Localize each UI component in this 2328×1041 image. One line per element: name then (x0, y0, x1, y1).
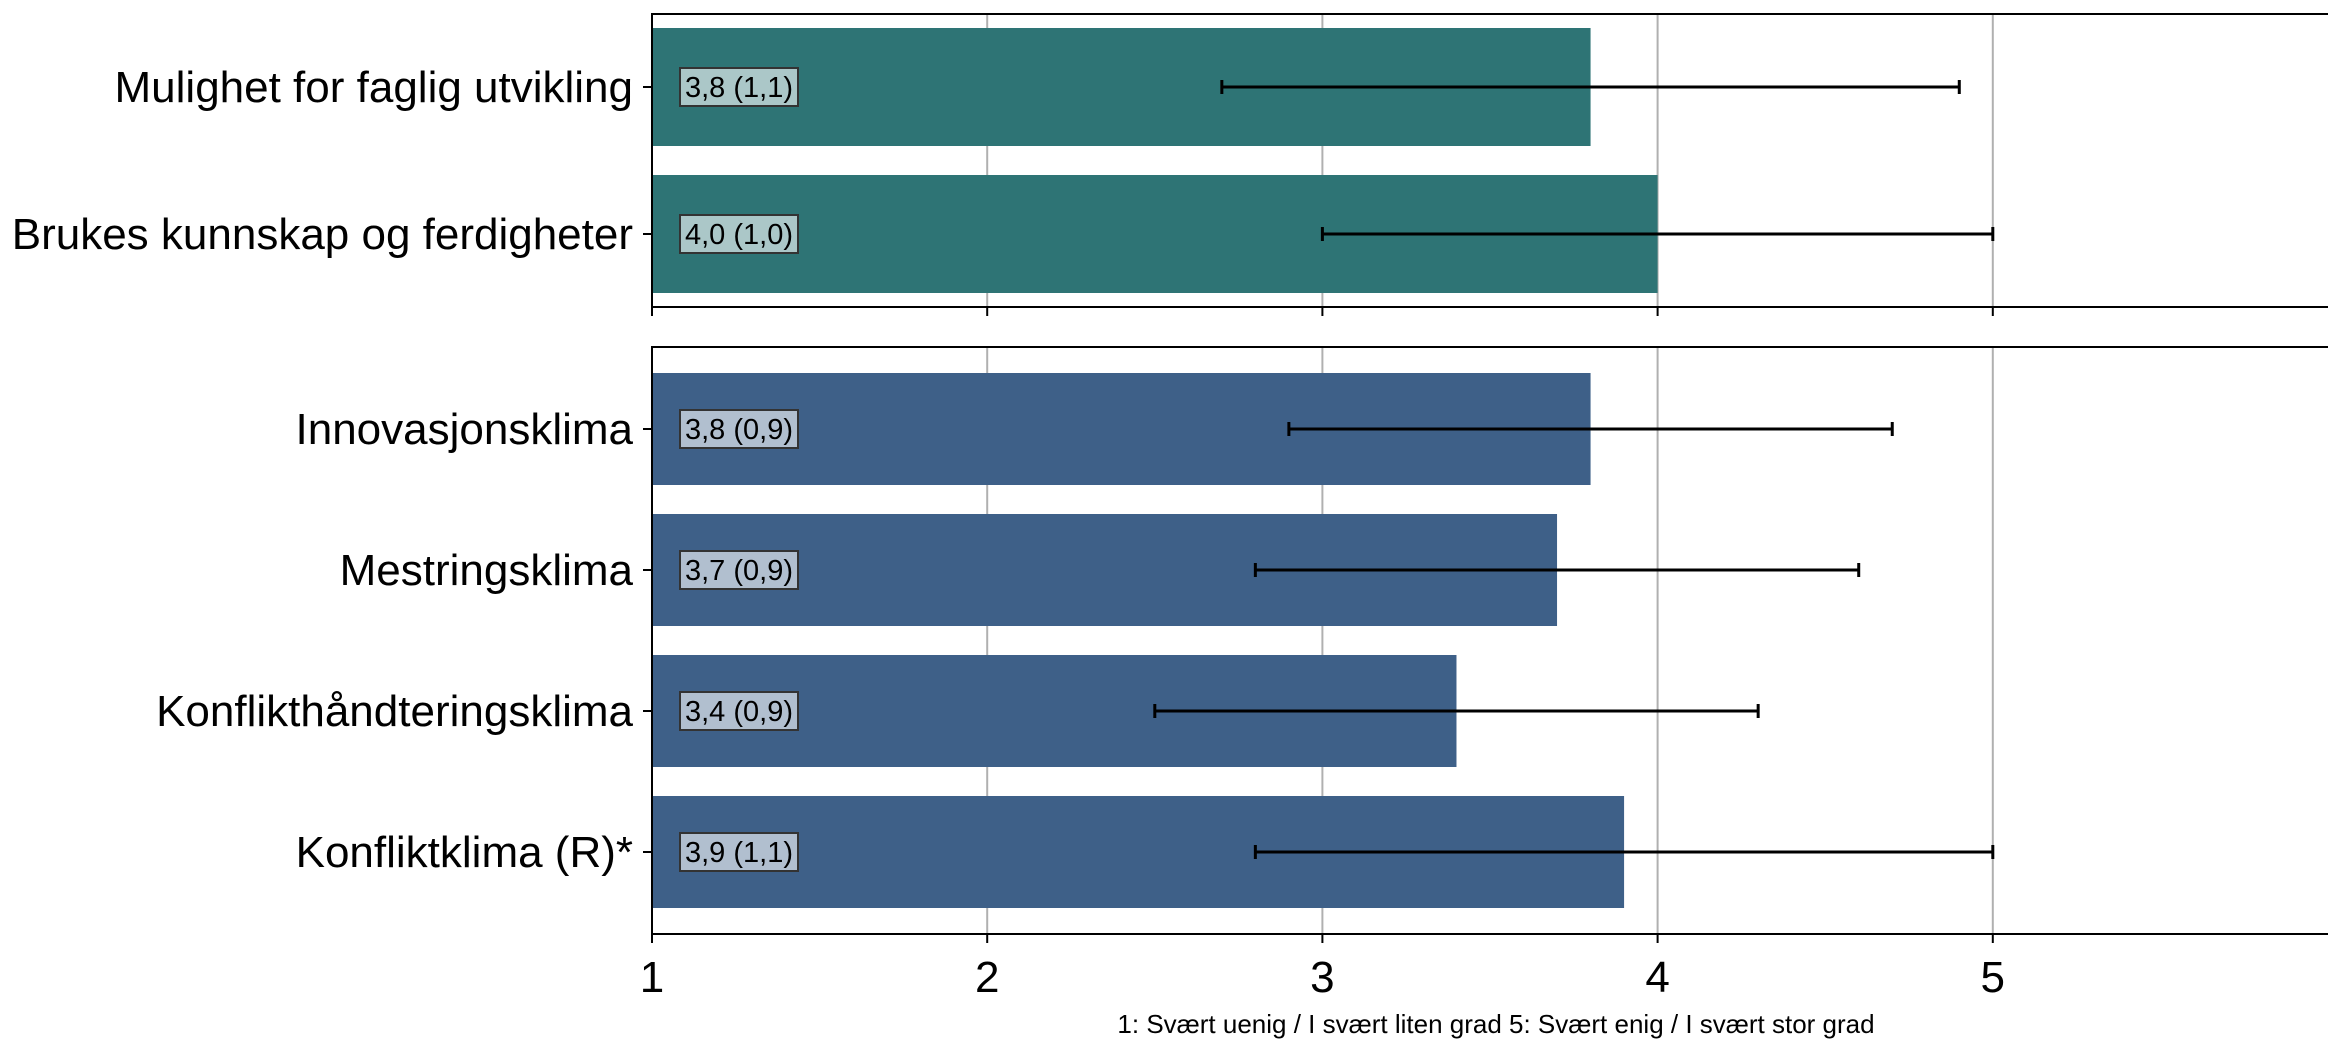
x-tick-label: 2 (975, 953, 999, 1002)
value-label: 4,0 (1,0) (685, 219, 793, 251)
category-label: Mestringsklima (340, 546, 634, 595)
value-label-box (679, 550, 799, 590)
x-axis-label: 1: Svært uenig / I svært liten grad 5: S… (1117, 1009, 1874, 1039)
value-label: 3,7 (0,9) (685, 555, 793, 587)
axes-frame (651, 13, 2328, 308)
x-tick-label: 5 (1981, 953, 2005, 1002)
value-label-box (679, 832, 799, 872)
value-label: 3,8 (0,9) (685, 414, 793, 446)
x-tick-label: 4 (1645, 953, 1669, 1002)
value-label-box (679, 67, 799, 107)
value-label: 3,8 (1,1) (685, 72, 793, 104)
value-label: 3,9 (1,1) (685, 837, 793, 869)
value-label-box (679, 691, 799, 731)
x-tick-label: 1 (640, 953, 664, 1002)
value-label-box (679, 409, 799, 449)
value-label: 3,4 (0,9) (685, 696, 793, 728)
category-label: Konfliktklima (R)* (296, 828, 633, 877)
x-tick-label: 3 (1310, 953, 1334, 1002)
category-label: Konflikthåndteringsklima (156, 687, 633, 736)
axes-frame (651, 346, 2328, 935)
category-label: Innovasjonsklima (296, 405, 634, 454)
value-label-box (679, 214, 799, 254)
category-label: Brukes kunnskap og ferdigheter (12, 210, 633, 259)
category-label: Mulighet for faglig utvikling (115, 63, 633, 112)
